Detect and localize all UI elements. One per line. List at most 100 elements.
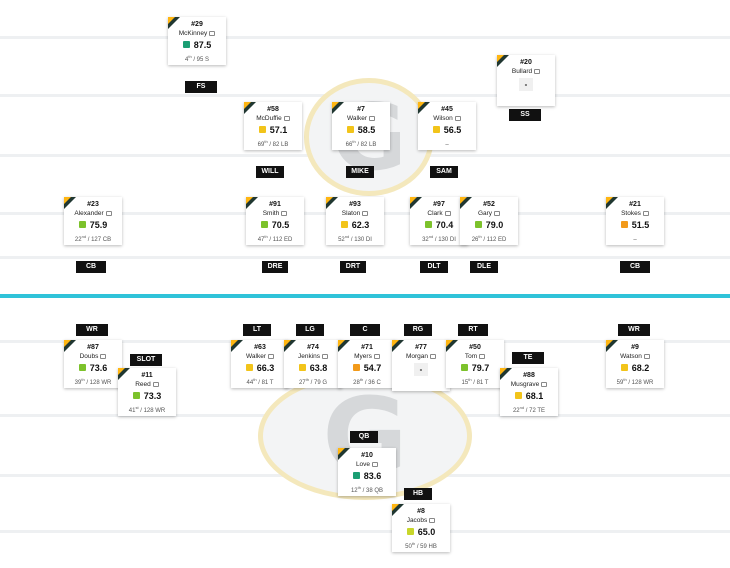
- position-tag-wr[interactable]: WR: [618, 324, 650, 336]
- rank-suffix: th: [411, 541, 416, 546]
- position-tag-dlt[interactable]: DLT: [420, 261, 448, 273]
- player-card-gary[interactable]: #52 Gary 79.0 26th / 112 ED: [460, 197, 518, 245]
- notes-icon[interactable]: [642, 210, 649, 216]
- team-accent-corner-icon: [118, 368, 125, 375]
- player-card-love[interactable]: #10 Love 83.6 12th / 38 QB: [338, 448, 396, 496]
- position-tag-wr[interactable]: WR: [76, 324, 108, 336]
- position-tag-drt[interactable]: DRT: [340, 261, 366, 273]
- position-tag-slot[interactable]: SLOT: [130, 354, 162, 366]
- notes-icon[interactable]: [283, 115, 290, 121]
- notes-icon[interactable]: [534, 68, 541, 74]
- player-card-bullard[interactable]: #20 Bullard -: [497, 55, 555, 106]
- position-rank: 26th / 112 ED: [462, 232, 516, 243]
- player-card-mcduffie[interactable]: #58 McDuffie 57.1 69th / 82 LB: [244, 102, 302, 150]
- team-accent-corner-icon: [392, 504, 399, 511]
- player-card-clark[interactable]: #97 Clark 70.4 32nd / 130 DI: [410, 197, 468, 245]
- player-name[interactable]: Love: [340, 460, 394, 470]
- notes-icon[interactable]: [372, 461, 379, 467]
- notes-icon[interactable]: [100, 353, 107, 359]
- player-card-reed[interactable]: #11 Reed 73.3 41st / 128 WR: [118, 368, 176, 416]
- player-name[interactable]: Gary: [462, 209, 516, 219]
- player-card-mckinney[interactable]: #29 McKinney 87.5 4th / 95 S: [168, 17, 226, 65]
- player-card-jacobs[interactable]: #8 Jacobs 65.0 50th / 59 HB: [392, 504, 450, 552]
- player-name[interactable]: Jenkins: [286, 352, 340, 362]
- team-accent-corner-icon: [606, 340, 613, 347]
- rank-suffix: th: [264, 234, 268, 239]
- notes-icon[interactable]: [494, 210, 501, 216]
- player-grade: 57.1: [246, 124, 300, 137]
- notes-icon[interactable]: [429, 517, 436, 523]
- notes-icon[interactable]: [454, 115, 461, 121]
- rank-value: 4: [184, 57, 189, 63]
- player-name[interactable]: Smith: [248, 209, 302, 219]
- position-tag-lg[interactable]: LG: [296, 324, 324, 336]
- player-name[interactable]: Stokes: [608, 209, 662, 219]
- position-tag-cb[interactable]: CB: [620, 261, 650, 273]
- player-name[interactable]: Musgrave: [502, 380, 556, 390]
- player-card-jenkins[interactable]: #74 Jenkins 63.8 27th / 79 G: [284, 340, 342, 388]
- player-card-doubs[interactable]: #87 Doubs 73.6 39th / 128 WR: [64, 340, 122, 388]
- rank-total: / 112 ED: [267, 237, 293, 243]
- position-tag-cb[interactable]: CB: [76, 261, 106, 273]
- player-card-wilson[interactable]: #45 Wilson 56.5 –: [418, 102, 476, 150]
- player-name[interactable]: Walker: [334, 114, 388, 124]
- player-name[interactable]: Reed: [120, 380, 174, 390]
- player-name[interactable]: Myers: [340, 352, 394, 362]
- player-card-morgan[interactable]: #77 Morgan -: [392, 340, 450, 391]
- position-tag-te[interactable]: TE: [512, 352, 544, 364]
- player-card-walker-lb[interactable]: #7 Walker 58.5 66th / 82 LB: [332, 102, 390, 150]
- position-tag-dre[interactable]: DRE: [262, 261, 288, 273]
- position-tag-c[interactable]: C: [350, 324, 380, 336]
- notes-icon[interactable]: [643, 353, 650, 359]
- player-card-tom[interactable]: #50 Tom 79.7 15th / 81 T: [446, 340, 504, 388]
- notes-icon[interactable]: [373, 353, 380, 359]
- notes-icon[interactable]: [281, 210, 288, 216]
- jersey-number: #91: [269, 201, 281, 208]
- position-tag-rg[interactable]: RG: [404, 324, 432, 336]
- rank-total: / 112 ED: [481, 237, 507, 243]
- notes-icon[interactable]: [368, 115, 375, 121]
- player-name[interactable]: Alexander: [66, 209, 120, 219]
- position-tag-hb[interactable]: HB: [404, 488, 432, 500]
- notes-icon[interactable]: [322, 353, 329, 359]
- notes-icon[interactable]: [152, 381, 159, 387]
- notes-icon[interactable]: [105, 210, 112, 216]
- position-tag-mike[interactable]: MIKE: [346, 166, 374, 178]
- player-name[interactable]: Morgan: [394, 352, 448, 362]
- player-card-alexander[interactable]: #23 Alexander 75.9 22nd / 127 CB: [64, 197, 122, 245]
- player-name[interactable]: Tom: [448, 352, 502, 362]
- position-tag-dle[interactable]: DLE: [470, 261, 498, 273]
- notes-icon[interactable]: [209, 30, 216, 36]
- player-name[interactable]: Clark: [412, 209, 466, 219]
- position-tag-qb[interactable]: QB: [350, 431, 378, 443]
- player-name[interactable]: Bullard: [499, 67, 553, 77]
- player-name[interactable]: Slaton: [328, 209, 382, 219]
- player-name[interactable]: Walker: [233, 352, 287, 362]
- notes-icon[interactable]: [430, 353, 437, 359]
- player-card-watson[interactable]: #9 Watson 68.2 59th / 128 WR: [606, 340, 664, 388]
- player-name[interactable]: McDuffie: [246, 114, 300, 124]
- player-card-stokes[interactable]: #21 Stokes 51.5 –: [606, 197, 664, 245]
- player-name[interactable]: Jacobs: [394, 516, 448, 526]
- player-card-slaton[interactable]: #93 Slaton 62.3 52nd / 130 DI: [326, 197, 384, 245]
- notes-icon[interactable]: [479, 353, 486, 359]
- notes-icon[interactable]: [267, 353, 274, 359]
- player-name[interactable]: McKinney: [170, 29, 224, 39]
- position-tag-rt[interactable]: RT: [458, 324, 488, 336]
- position-tag-will[interactable]: WILL: [256, 166, 284, 178]
- player-name[interactable]: Watson: [608, 352, 662, 362]
- player-card-myers[interactable]: #71 Myers 54.7 28th / 36 C: [338, 340, 396, 388]
- position-tag-ss[interactable]: SS: [509, 109, 541, 121]
- player-card-smith[interactable]: #91 Smith 70.5 47th / 112 ED: [246, 197, 304, 245]
- player-name[interactable]: Doubs: [66, 352, 120, 362]
- player-name[interactable]: Wilson: [420, 114, 474, 124]
- notes-icon[interactable]: [362, 210, 369, 216]
- player-card-musgrave[interactable]: #88 Musgrave 68.1 22nd / 72 TE: [500, 368, 558, 416]
- notes-icon[interactable]: [444, 210, 451, 216]
- notes-icon[interactable]: [541, 381, 548, 387]
- position-tag-lt[interactable]: LT: [243, 324, 271, 336]
- position-tag-sam[interactable]: SAM: [430, 166, 458, 178]
- player-card-walker-lt[interactable]: #63 Walker 66.3 44th / 81 T: [231, 340, 289, 388]
- grade-color-icon: [346, 126, 354, 134]
- position-tag-fs[interactable]: FS: [185, 81, 217, 93]
